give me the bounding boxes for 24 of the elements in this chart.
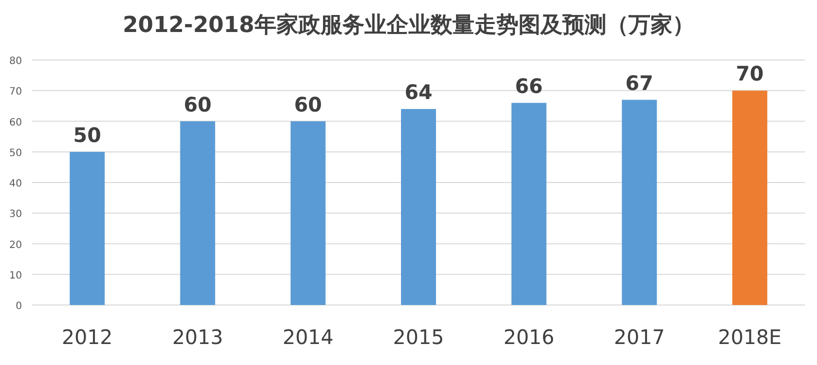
y-tick-label: 60 xyxy=(9,117,22,128)
y-tick-label: 70 xyxy=(9,86,22,98)
data-label: 64 xyxy=(404,80,432,104)
y-tick-label: 50 xyxy=(9,148,22,159)
y-tick-label: 30 xyxy=(9,209,22,220)
data-label: 60 xyxy=(294,92,322,116)
x-tick-label: 2015 xyxy=(393,325,444,349)
x-tick-label: 2013 xyxy=(172,325,224,349)
y-tick-label: 10 xyxy=(9,270,22,282)
y-tick-label: 80 xyxy=(9,56,22,67)
x-tick-label: 2012 xyxy=(62,325,113,349)
x-tick-label: 2014 xyxy=(282,325,334,349)
data-label: 66 xyxy=(515,74,543,98)
y-tick-label: 20 xyxy=(9,240,22,251)
data-label: 50 xyxy=(73,122,102,147)
y-tick-label: 40 xyxy=(9,178,22,190)
x-tick-label: 2017 xyxy=(614,325,665,349)
x-tick-label: 2016 xyxy=(503,325,554,349)
data-label: 70 xyxy=(736,62,764,86)
y-tick-label: 0 xyxy=(16,301,22,312)
data-label: 67 xyxy=(625,70,654,95)
title: 2012-2018年家政服务业企业数量走势图及预测（万家） xyxy=(122,13,694,38)
data-label: 60 xyxy=(184,92,212,116)
x-tick-label: 2018E xyxy=(718,325,782,349)
